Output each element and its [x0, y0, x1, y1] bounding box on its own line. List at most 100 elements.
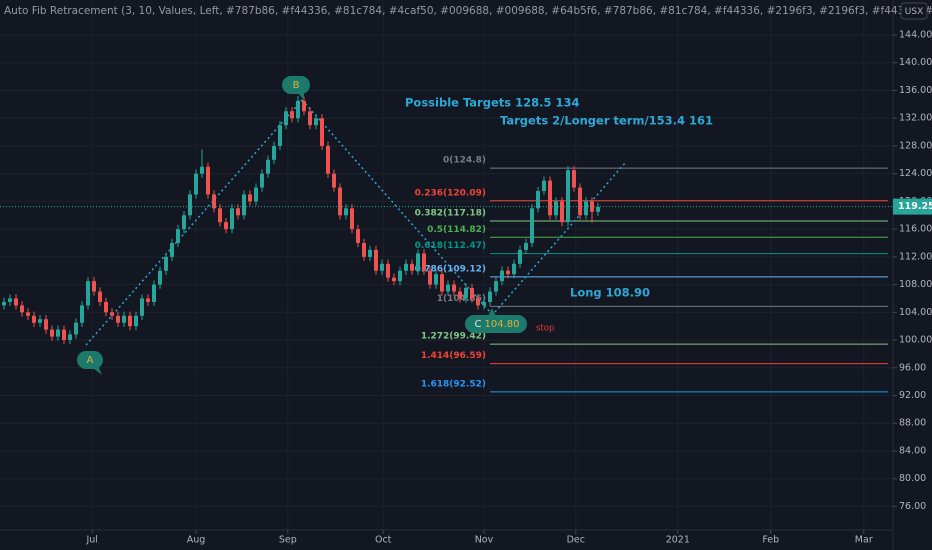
label-price: 104.80 — [485, 319, 520, 330]
candle-body — [379, 263, 384, 271]
candle-body — [44, 319, 49, 330]
candle-body — [397, 270, 402, 282]
y-tick-label: 136.00 — [899, 85, 932, 96]
candle-body — [361, 242, 366, 257]
candle-body — [56, 329, 61, 337]
candle-body — [50, 329, 55, 337]
y-tick-label: 92.00 — [899, 390, 926, 401]
candle-body — [475, 298, 480, 306]
candle-body — [577, 187, 582, 216]
bubble-tail — [93, 366, 102, 375]
bubble — [465, 315, 527, 333]
candle-body — [163, 256, 168, 271]
candle-body — [259, 173, 264, 188]
candle-body — [8, 298, 13, 302]
candle-body — [193, 173, 198, 195]
candle-body — [469, 288, 474, 299]
candle-body — [20, 305, 25, 313]
candle-body — [547, 180, 552, 216]
long-label: Long 108.90 — [570, 286, 650, 300]
x-tick-label: Sep — [279, 535, 297, 546]
y-tick-label: 112.00 — [899, 251, 932, 262]
fib-label: 0.786(109.12) — [415, 264, 486, 274]
candle-body — [487, 291, 492, 302]
candle-body — [529, 208, 534, 243]
currency-box[interactable] — [900, 2, 928, 20]
candle-body — [97, 291, 102, 302]
candle-body — [517, 249, 522, 264]
candle-body — [2, 301, 7, 306]
bubble-tail — [298, 92, 304, 100]
candle-body — [439, 274, 444, 292]
x-tick-label: Mar — [855, 535, 873, 546]
y-tick-label: 104.00 — [899, 307, 932, 318]
y-tick-label: 80.00 — [899, 473, 926, 484]
candle-body — [85, 281, 90, 306]
candle-body — [247, 194, 252, 202]
candle-body — [457, 291, 462, 299]
annotations: A B C 104.80 stop Possible Targets 128.5… — [77, 76, 713, 375]
candle-body — [169, 242, 174, 257]
label-c: C 104.80 — [465, 308, 527, 333]
label-text: B — [293, 80, 300, 91]
candle-body — [463, 288, 468, 299]
fib-label: 0(124.8) — [443, 156, 486, 166]
zigzag-bc — [301, 99, 491, 313]
fib-label: 1.272(99.42) — [421, 332, 486, 342]
candle-body — [409, 263, 414, 271]
candle-body — [241, 194, 246, 216]
candle-body — [541, 180, 546, 191]
zigzag-ab — [85, 99, 303, 346]
fib-label: 1.414(96.59) — [421, 351, 486, 361]
candle-body — [38, 319, 43, 323]
x-tick-label: Jul — [85, 535, 97, 546]
y-tick-label: 124.00 — [899, 168, 932, 179]
candle-body — [127, 315, 132, 327]
candle-body — [583, 201, 588, 216]
candle-body — [74, 322, 79, 335]
candle-body — [121, 315, 126, 323]
currency-text[interactable]: USX — [905, 7, 923, 17]
candle-body — [511, 263, 516, 275]
x-tick-label: Aug — [187, 535, 206, 546]
candle-body — [499, 270, 504, 282]
y-tick-label: 88.00 — [899, 418, 926, 429]
x-tick-label: Oct — [375, 535, 392, 546]
fib-label: 1.618(92.52) — [421, 379, 486, 389]
x-tick-label: Nov — [475, 535, 494, 546]
candle-body — [433, 274, 438, 285]
candle-body — [26, 312, 31, 316]
candle-body — [385, 263, 390, 278]
candle-body — [553, 201, 558, 216]
last-price-label: 119.25 — [898, 201, 932, 212]
y-tick-label: 96.00 — [899, 362, 926, 373]
candle-body — [493, 281, 498, 292]
y-tick-label: 84.00 — [899, 445, 926, 456]
candle-body — [217, 208, 222, 223]
x-tick-label: Feb — [762, 535, 779, 546]
bubble — [282, 76, 310, 94]
candle-body — [68, 334, 73, 341]
candle-body — [403, 263, 408, 271]
candle-body — [325, 145, 330, 174]
candle-body — [253, 187, 258, 202]
label-text: C — [475, 319, 482, 330]
candle-body — [391, 277, 396, 282]
candle-body — [157, 270, 162, 285]
candle-body — [355, 229, 360, 243]
candle-body — [559, 201, 564, 223]
candle-body — [32, 315, 37, 323]
fib-label: 1(104.86) — [437, 294, 486, 304]
axes: 76.00 80.00 84.00 88.00 92.00 96.00 100.00 104.… — [0, 30, 932, 546]
candle-body — [62, 329, 67, 341]
y-tick-label: 144.00 — [899, 30, 932, 41]
label-text: A — [87, 355, 94, 366]
currency-button[interactable]: USX — [900, 2, 928, 20]
bubble — [77, 351, 103, 369]
candle-body — [91, 281, 96, 292]
candle-body — [301, 100, 306, 112]
fib-label: 0.236(120.09) — [415, 188, 486, 198]
candle-body — [271, 145, 276, 160]
